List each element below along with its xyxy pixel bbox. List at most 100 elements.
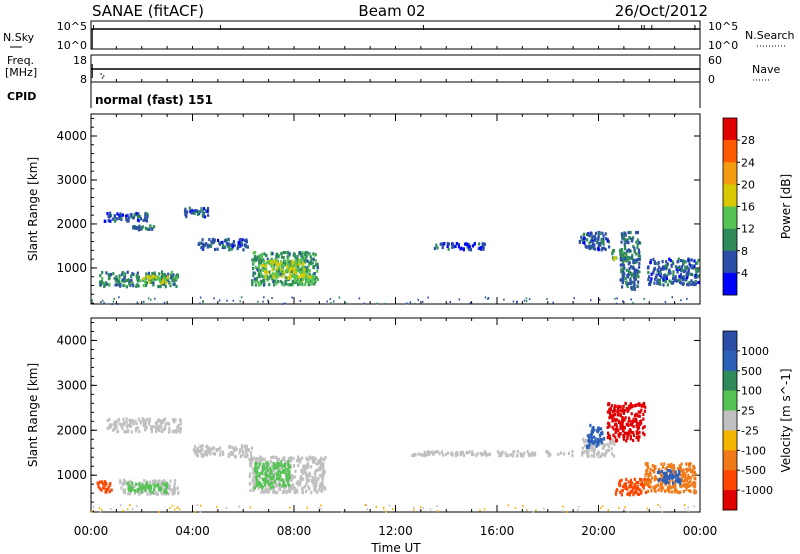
data-pixel xyxy=(607,421,610,425)
data-pixel xyxy=(125,214,128,218)
data-pixel xyxy=(630,256,633,260)
data-pixel xyxy=(643,425,646,429)
time-tick-label: 12:00 xyxy=(378,524,413,538)
data-pixel xyxy=(273,471,277,475)
data-pixel xyxy=(128,488,131,492)
data-pixel xyxy=(619,258,623,262)
data-pixel xyxy=(678,278,681,282)
data-pixel xyxy=(260,488,264,492)
data-pixel xyxy=(266,270,269,274)
data-pixel xyxy=(629,265,633,269)
data-pixel xyxy=(276,468,279,472)
data-pixel xyxy=(672,468,675,473)
data-pixel xyxy=(628,418,631,422)
data-pixel xyxy=(282,264,286,268)
data-pixel xyxy=(255,267,259,271)
data-pixel xyxy=(679,273,683,277)
data-pixel xyxy=(669,468,672,473)
data-pixel xyxy=(383,507,385,510)
freq-tick-bottom: 8 xyxy=(80,73,87,86)
data-pixel xyxy=(690,258,693,262)
data-pixel xyxy=(260,255,264,259)
data-pixel xyxy=(103,480,106,484)
data-pixel xyxy=(633,271,636,276)
data-pixel xyxy=(259,268,262,272)
data-pixel xyxy=(256,255,260,259)
data-pixel xyxy=(286,264,289,268)
data-pixel xyxy=(194,511,196,514)
data-pixel xyxy=(629,423,632,427)
data-pixel xyxy=(263,483,267,487)
data-pixel xyxy=(263,490,266,494)
data-pixel xyxy=(313,481,316,485)
colorbar-segment xyxy=(723,490,737,511)
data-pixel xyxy=(141,225,145,229)
data-pixel xyxy=(231,242,234,246)
data-pixel xyxy=(284,302,287,305)
data-pixel xyxy=(597,455,600,459)
data-pixel xyxy=(123,482,126,486)
data-pixel xyxy=(562,505,564,508)
data-pixel xyxy=(657,468,660,472)
data-pixel xyxy=(168,485,171,489)
data-pixel xyxy=(631,487,635,491)
data-pixel xyxy=(136,283,139,287)
data-pixel xyxy=(264,471,267,475)
data-pixel xyxy=(139,485,142,489)
data-pixel xyxy=(255,456,259,461)
data-pixel xyxy=(532,453,535,457)
data-pixel xyxy=(694,275,697,279)
data-pixel xyxy=(319,466,322,470)
data-pixel xyxy=(179,422,182,426)
data-pixel xyxy=(148,422,151,427)
data-pixel xyxy=(252,271,255,275)
data-pixel xyxy=(680,469,684,473)
data-pixel xyxy=(291,483,295,487)
data-pixel xyxy=(587,245,590,249)
data-pixel xyxy=(599,427,602,431)
data-pixel xyxy=(101,482,105,486)
data-pixel xyxy=(592,425,595,430)
data-pixel xyxy=(165,481,168,486)
data-pixel xyxy=(284,269,288,273)
data-pixel xyxy=(522,454,525,458)
data-pixel xyxy=(287,476,290,480)
data-pixel xyxy=(293,475,296,479)
data-pixel xyxy=(691,470,695,474)
data-pixel xyxy=(284,259,287,263)
data-pixel xyxy=(106,418,109,423)
colorbar-segment xyxy=(723,430,737,451)
data-pixel xyxy=(591,427,594,432)
data-pixel xyxy=(671,473,675,477)
data-pixel xyxy=(446,244,449,249)
data-pixel xyxy=(299,258,302,262)
data-pixel xyxy=(687,272,690,276)
data-pixel xyxy=(612,427,615,431)
data-pixel xyxy=(516,454,519,458)
data-pixel xyxy=(229,451,233,455)
data-pixel xyxy=(253,255,257,259)
data-pixel xyxy=(303,464,306,469)
data-pixel xyxy=(309,255,312,259)
data-pixel xyxy=(286,282,289,287)
data-pixel xyxy=(268,487,272,492)
data-pixel xyxy=(275,267,279,271)
data-pixel xyxy=(446,241,449,246)
data-pixel xyxy=(364,503,367,506)
data-pixel xyxy=(127,219,130,223)
data-pixel xyxy=(165,487,169,491)
data-pixel xyxy=(277,469,281,473)
data-pixel xyxy=(291,274,294,278)
data-pixel xyxy=(300,265,304,269)
data-pixel xyxy=(239,454,243,458)
data-pixel xyxy=(254,467,257,471)
data-pixel xyxy=(256,268,260,273)
data-pixel xyxy=(479,451,482,456)
data-pixel xyxy=(298,251,301,255)
data-pixel xyxy=(593,247,597,251)
data-pixel xyxy=(664,300,667,303)
data-pixel xyxy=(312,276,315,280)
data-pixel xyxy=(129,492,132,496)
data-pixel xyxy=(612,433,615,437)
data-pixel xyxy=(623,266,626,270)
